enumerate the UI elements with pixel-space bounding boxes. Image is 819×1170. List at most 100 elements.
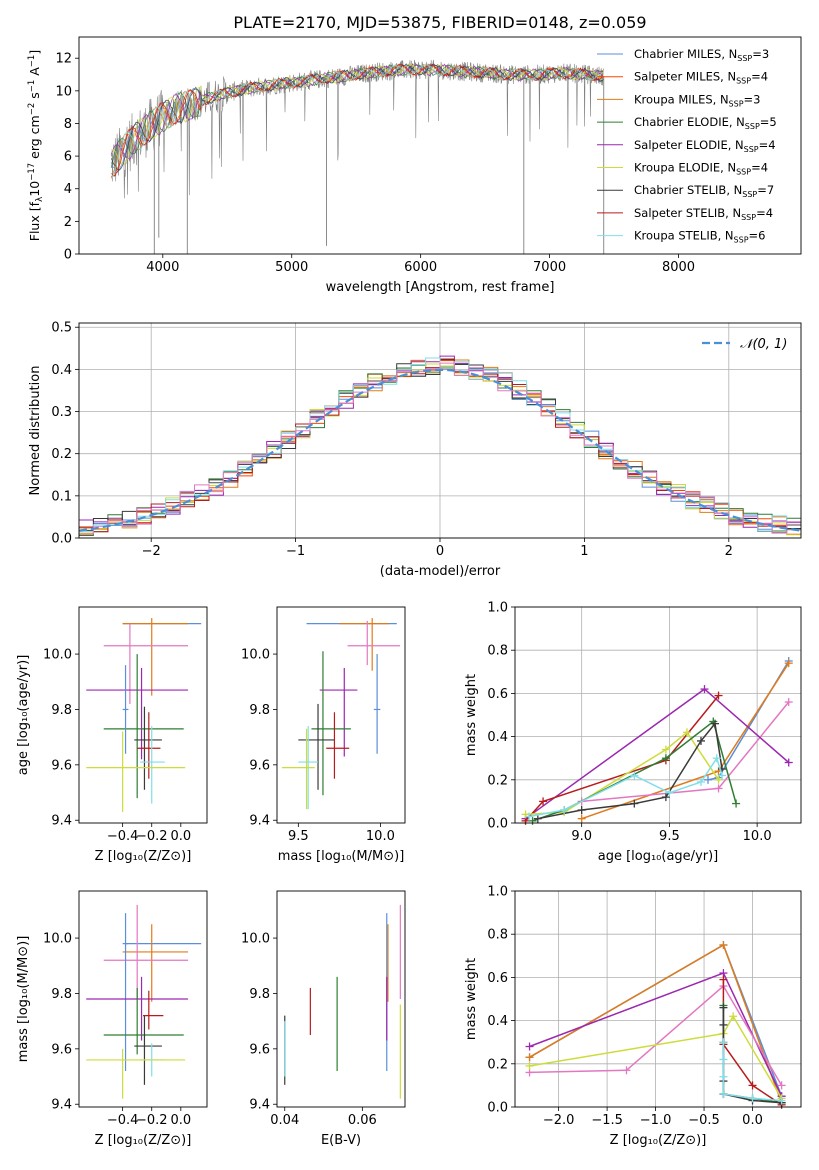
y-tick-label: 9.8	[51, 703, 72, 718]
x-tick-label: 7000	[533, 260, 566, 275]
x-tick-label: 0.0	[170, 1113, 191, 1128]
mass_vs_Z-xlabel: Z [log₁₀(Z/Z⊙)]	[95, 1133, 192, 1148]
x-tick-label: 0	[436, 544, 444, 559]
spectrum-ylabel: Flux [fλ10−17 erg cm−2 s−1 A−1]	[27, 50, 45, 241]
observed-spectrum	[110, 59, 604, 199]
x-tick-label: −1.0	[640, 1113, 672, 1128]
legend-label: Salpeter ELODIE, NSSP=4	[634, 138, 776, 154]
mass_vs_Z-ylabel: mass [log₁₀(M/M⊙)]	[16, 936, 31, 1063]
weight-series-line	[529, 984, 783, 1086]
y-tick-label: 0.4	[487, 730, 508, 745]
weight-series-line	[525, 731, 720, 816]
x-tick-label: 6000	[404, 260, 437, 275]
model-spectrum-line	[111, 63, 604, 177]
x-tick-label: −1	[286, 544, 305, 559]
legend-label: 𝒩(0, 1)	[740, 337, 787, 352]
y-tick-label: 0.2	[487, 1057, 508, 1072]
y-tick-label: 1.0	[487, 885, 508, 900]
spectrum-xlabel: wavelength [Angstrom, rest frame]	[326, 280, 555, 295]
y-tick-label: 0	[64, 248, 72, 263]
mass_vs_Z-frame	[78, 890, 208, 1108]
legend-label: Chabrier ELODIE, NSSP=5	[634, 115, 777, 131]
mass_vs_ebv-axes: 0.04 0.06 9.4 9.6 9.8 10.0	[241, 932, 377, 1128]
weight_vs_Z-frame	[514, 890, 802, 1108]
residual-histogram	[79, 362, 801, 535]
legend-label: Salpeter STELIB, NSSP=4	[634, 206, 773, 222]
figure-title: PLATE=2170, MJD=53875, FIBERID=0148, z=0…	[233, 13, 646, 32]
x-tick-label: −2	[142, 544, 161, 559]
age_vs_Z-frame	[78, 606, 208, 824]
y-tick-label: 10.0	[43, 932, 72, 947]
y-tick-label: 6	[64, 150, 72, 165]
residual-histogram	[79, 357, 801, 533]
normal-curve	[79, 368, 801, 532]
y-tick-label: 0.3	[51, 405, 72, 420]
mass_vs_ebv-xlabel: E(B-V)	[321, 1133, 361, 1148]
age_vs_mass-axes: 9.5 10.0 9.4 9.6 9.8 10.0	[241, 648, 395, 844]
y-tick-label: 0.2	[487, 773, 508, 788]
x-tick-label: −0.2	[136, 829, 168, 844]
weight_vs_age-ylabel: mass weight	[464, 674, 479, 756]
x-tick-label: 10.0	[743, 829, 772, 844]
residuals-axes: −2 −1 0 1 2 0.0 0.1 0.2 0.3 0.4 0.5	[51, 321, 801, 559]
y-tick-label: 0.0	[51, 532, 72, 547]
x-tick-label: −0.5	[688, 1113, 720, 1128]
y-tick-label: 10.0	[241, 932, 270, 947]
spectrum-lines	[110, 59, 605, 254]
x-tick-label: 8000	[662, 260, 695, 275]
age_vs_mass-xlabel: mass [log₁₀(M/M⊙)]	[278, 849, 405, 864]
legend-label: Chabrier STELIB, NSSP=7	[634, 183, 774, 199]
residuals-ylabel: Normed distribution	[28, 366, 43, 496]
x-tick-label: 2	[725, 544, 733, 559]
legend-label: Salpeter MILES, NSSP=4	[634, 70, 768, 86]
y-tick-label: 9.6	[249, 758, 270, 773]
x-tick-label: 9.5	[288, 829, 309, 844]
y-tick-label: 0.8	[487, 644, 508, 659]
x-tick-label: −1.5	[591, 1113, 623, 1128]
y-tick-label: 0.0	[487, 817, 508, 832]
spectrum-legend: Chabrier MILES, NSSP=3 Salpeter MILES, NS…	[597, 47, 777, 245]
legend-label: Kroupa STELIB, NSSP=6	[634, 229, 765, 245]
x-tick-label: 0.04	[270, 1113, 299, 1128]
age_vs_Z-xlabel: Z [log₁₀(Z/Z⊙)]	[95, 849, 192, 864]
y-tick-label: 8	[64, 117, 72, 132]
x-tick-label: 9.5	[659, 829, 680, 844]
y-tick-label: 0.2	[51, 447, 72, 462]
model-spectrum-line	[110, 63, 604, 172]
y-tick-label: 9.8	[249, 987, 270, 1002]
y-tick-label: 10.0	[241, 648, 270, 663]
legend-label: Kroupa ELODIE, NSSP=4	[634, 161, 768, 177]
spectrum-axes: 4000 5000 6000 7000 8000 0 2 4 6 8 10 12	[55, 52, 695, 275]
y-tick-label: 0.4	[51, 363, 72, 378]
x-tick-label: 0.0	[742, 1113, 763, 1128]
x-tick-label: −0.4	[107, 1113, 139, 1128]
y-tick-label: 9.4	[249, 814, 270, 829]
y-tick-label: 0.4	[487, 1014, 508, 1029]
age_vs_Z-axes: −0.4−0.2 0.0 9.4 9.6 9.8 10.0	[43, 648, 191, 844]
y-tick-label: 0.6	[487, 971, 508, 986]
y-tick-label: 2	[64, 215, 72, 230]
residuals-frame	[78, 322, 802, 539]
weight_vs_Z-xlabel: Z [log₁₀(Z/Z⊙)]	[610, 1133, 707, 1148]
legend-label: Chabrier MILES, NSSP=3	[634, 47, 769, 63]
y-tick-label: 0.1	[51, 489, 72, 504]
y-tick-label: 0.0	[487, 1101, 508, 1116]
x-tick-label: 9.0	[571, 829, 592, 844]
model-spectrum-line	[110, 63, 604, 160]
y-tick-label: 0.5	[51, 321, 72, 336]
spectrum-frame	[78, 36, 802, 255]
y-tick-label: 9.6	[51, 758, 72, 773]
y-tick-label: 9.4	[51, 1098, 72, 1113]
y-tick-label: 10.0	[43, 648, 72, 663]
age_vs_mass-frame	[276, 606, 406, 824]
weight-series-line	[529, 1014, 783, 1099]
y-tick-label: 9.6	[51, 1042, 72, 1057]
mass_vs_Z-axes: −0.4−0.2 0.0 9.4 9.6 9.8 10.0	[43, 932, 191, 1128]
x-tick-label: 1	[580, 544, 588, 559]
y-tick-label: 12	[55, 52, 72, 67]
mass_vs_ebv-frame	[276, 890, 406, 1108]
age_vs_Z-ylabel: age [log₁₀(age/yr)]	[16, 655, 31, 776]
y-tick-label: 0.8	[487, 928, 508, 943]
weight-series-line	[707, 660, 790, 781]
